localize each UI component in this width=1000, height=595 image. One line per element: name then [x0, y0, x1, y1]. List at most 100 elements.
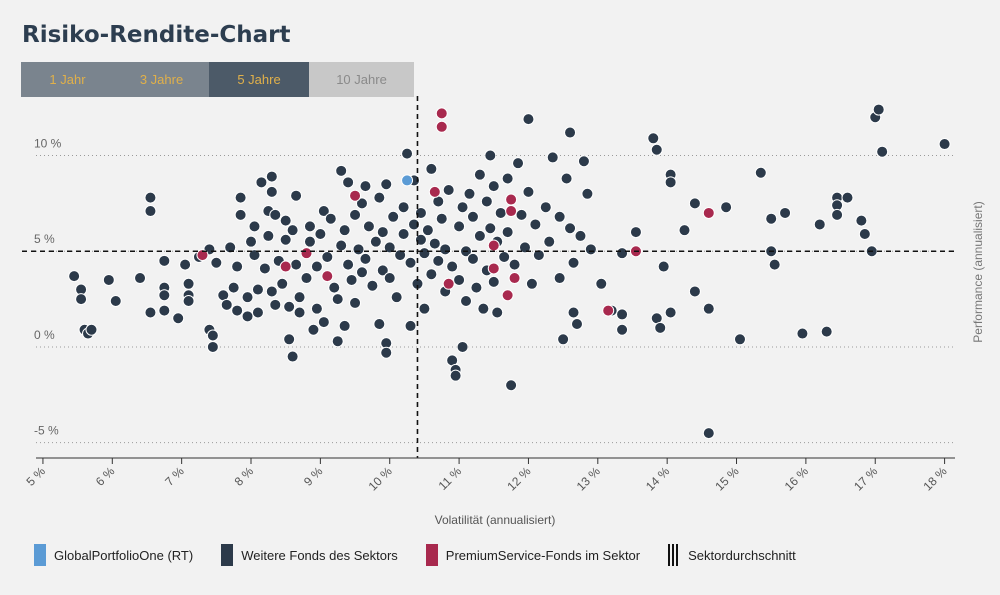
data-point	[418, 302, 431, 315]
data-point	[158, 254, 171, 267]
data-point	[303, 220, 316, 233]
chart-title: Risiko-Rendite-Chart	[22, 22, 291, 48]
data-point	[460, 295, 473, 308]
data-point	[342, 258, 355, 271]
data-point	[820, 325, 833, 338]
data-point	[435, 120, 448, 133]
data-point	[501, 172, 514, 185]
data-point	[404, 256, 417, 269]
data-point	[245, 235, 258, 248]
data-point	[564, 222, 577, 235]
data-point	[487, 262, 500, 275]
data-point	[453, 273, 466, 286]
data-point	[335, 164, 348, 177]
data-point	[269, 298, 282, 311]
data-point	[765, 212, 778, 225]
data-point	[484, 149, 497, 162]
data-point	[331, 335, 344, 348]
legend: GlobalPortfolioOne (RT) Weitere Fonds de…	[34, 544, 824, 566]
data-point	[331, 293, 344, 306]
data-point	[349, 296, 362, 309]
data-point	[220, 298, 233, 311]
y-tick-label: 10 %	[34, 137, 62, 151]
data-point	[567, 306, 580, 319]
data-point	[401, 147, 414, 160]
data-point	[754, 166, 767, 179]
data-point	[376, 264, 389, 277]
data-point	[491, 306, 504, 319]
data-point	[768, 258, 781, 271]
tab-3-jahre[interactable]: 3 Jahre	[114, 62, 209, 97]
data-point	[487, 275, 500, 288]
data-point	[664, 306, 677, 319]
data-point	[501, 289, 514, 302]
data-point	[543, 235, 556, 248]
data-point	[234, 208, 247, 221]
data-point	[435, 212, 448, 225]
data-point	[383, 241, 396, 254]
data-point	[290, 258, 303, 271]
data-point	[196, 249, 209, 262]
y-tick-label: 5 %	[34, 232, 55, 246]
data-point	[258, 262, 271, 275]
data-point	[303, 235, 316, 248]
legend-item-global-portfolio: GlobalPortfolioOne (RT)	[34, 544, 193, 566]
data-point	[321, 270, 334, 283]
data-point	[505, 193, 518, 206]
data-point	[858, 228, 871, 241]
x-tick-label: 14 %	[643, 464, 672, 493]
tab-5-jahre[interactable]: 5 Jahre	[209, 62, 309, 97]
data-point	[324, 212, 337, 225]
data-point	[349, 208, 362, 221]
x-tick-label: 15 %	[712, 464, 741, 493]
data-point	[688, 285, 701, 298]
data-point	[650, 143, 663, 156]
scatter-chart: 10 % 5 % 0 % -5 % 5 % 6 % 7 % 8 % 9 % 10 % 11 % 12…	[22, 96, 985, 527]
data-point	[342, 176, 355, 189]
data-point	[279, 233, 292, 246]
data-point	[134, 272, 147, 285]
data-point	[938, 138, 951, 151]
data-point	[470, 281, 483, 294]
data-point	[404, 319, 417, 332]
data-point	[366, 279, 379, 292]
data-point	[68, 270, 81, 283]
data-point	[456, 340, 469, 353]
data-point	[182, 277, 195, 290]
data-point	[321, 250, 334, 263]
data-point	[553, 272, 566, 285]
data-point	[359, 252, 372, 265]
data-point	[466, 210, 479, 223]
data-point	[494, 206, 507, 219]
data-point	[317, 205, 330, 218]
data-point	[75, 293, 88, 306]
data-point	[487, 180, 500, 193]
tab-10-jahre: 10 Jahre	[309, 62, 414, 97]
data-point	[345, 273, 358, 286]
x-tick-label: 5 %	[24, 464, 49, 489]
data-point	[702, 427, 715, 440]
data-point	[515, 208, 528, 221]
data-point	[657, 260, 670, 273]
data-point	[477, 302, 490, 315]
data-point	[629, 226, 642, 239]
data-point	[428, 185, 441, 198]
data-point	[158, 289, 171, 302]
data-point	[231, 260, 244, 273]
legend-swatch-striped	[668, 544, 681, 566]
data-point	[369, 235, 382, 248]
data-point	[376, 226, 389, 239]
legend-item-sektordurchschnitt: Sektordurchschnitt	[668, 544, 796, 566]
legend-swatch	[34, 544, 46, 566]
data-point	[595, 277, 608, 290]
data-point	[522, 113, 535, 126]
data-point	[480, 195, 493, 208]
data-points	[68, 103, 951, 440]
tab-1-jahr[interactable]: 1 Jahr	[21, 62, 114, 97]
data-point	[418, 247, 431, 260]
data-point	[439, 243, 452, 256]
data-point	[421, 224, 434, 237]
data-point	[484, 222, 497, 235]
data-point	[335, 239, 348, 252]
data-point	[338, 319, 351, 332]
